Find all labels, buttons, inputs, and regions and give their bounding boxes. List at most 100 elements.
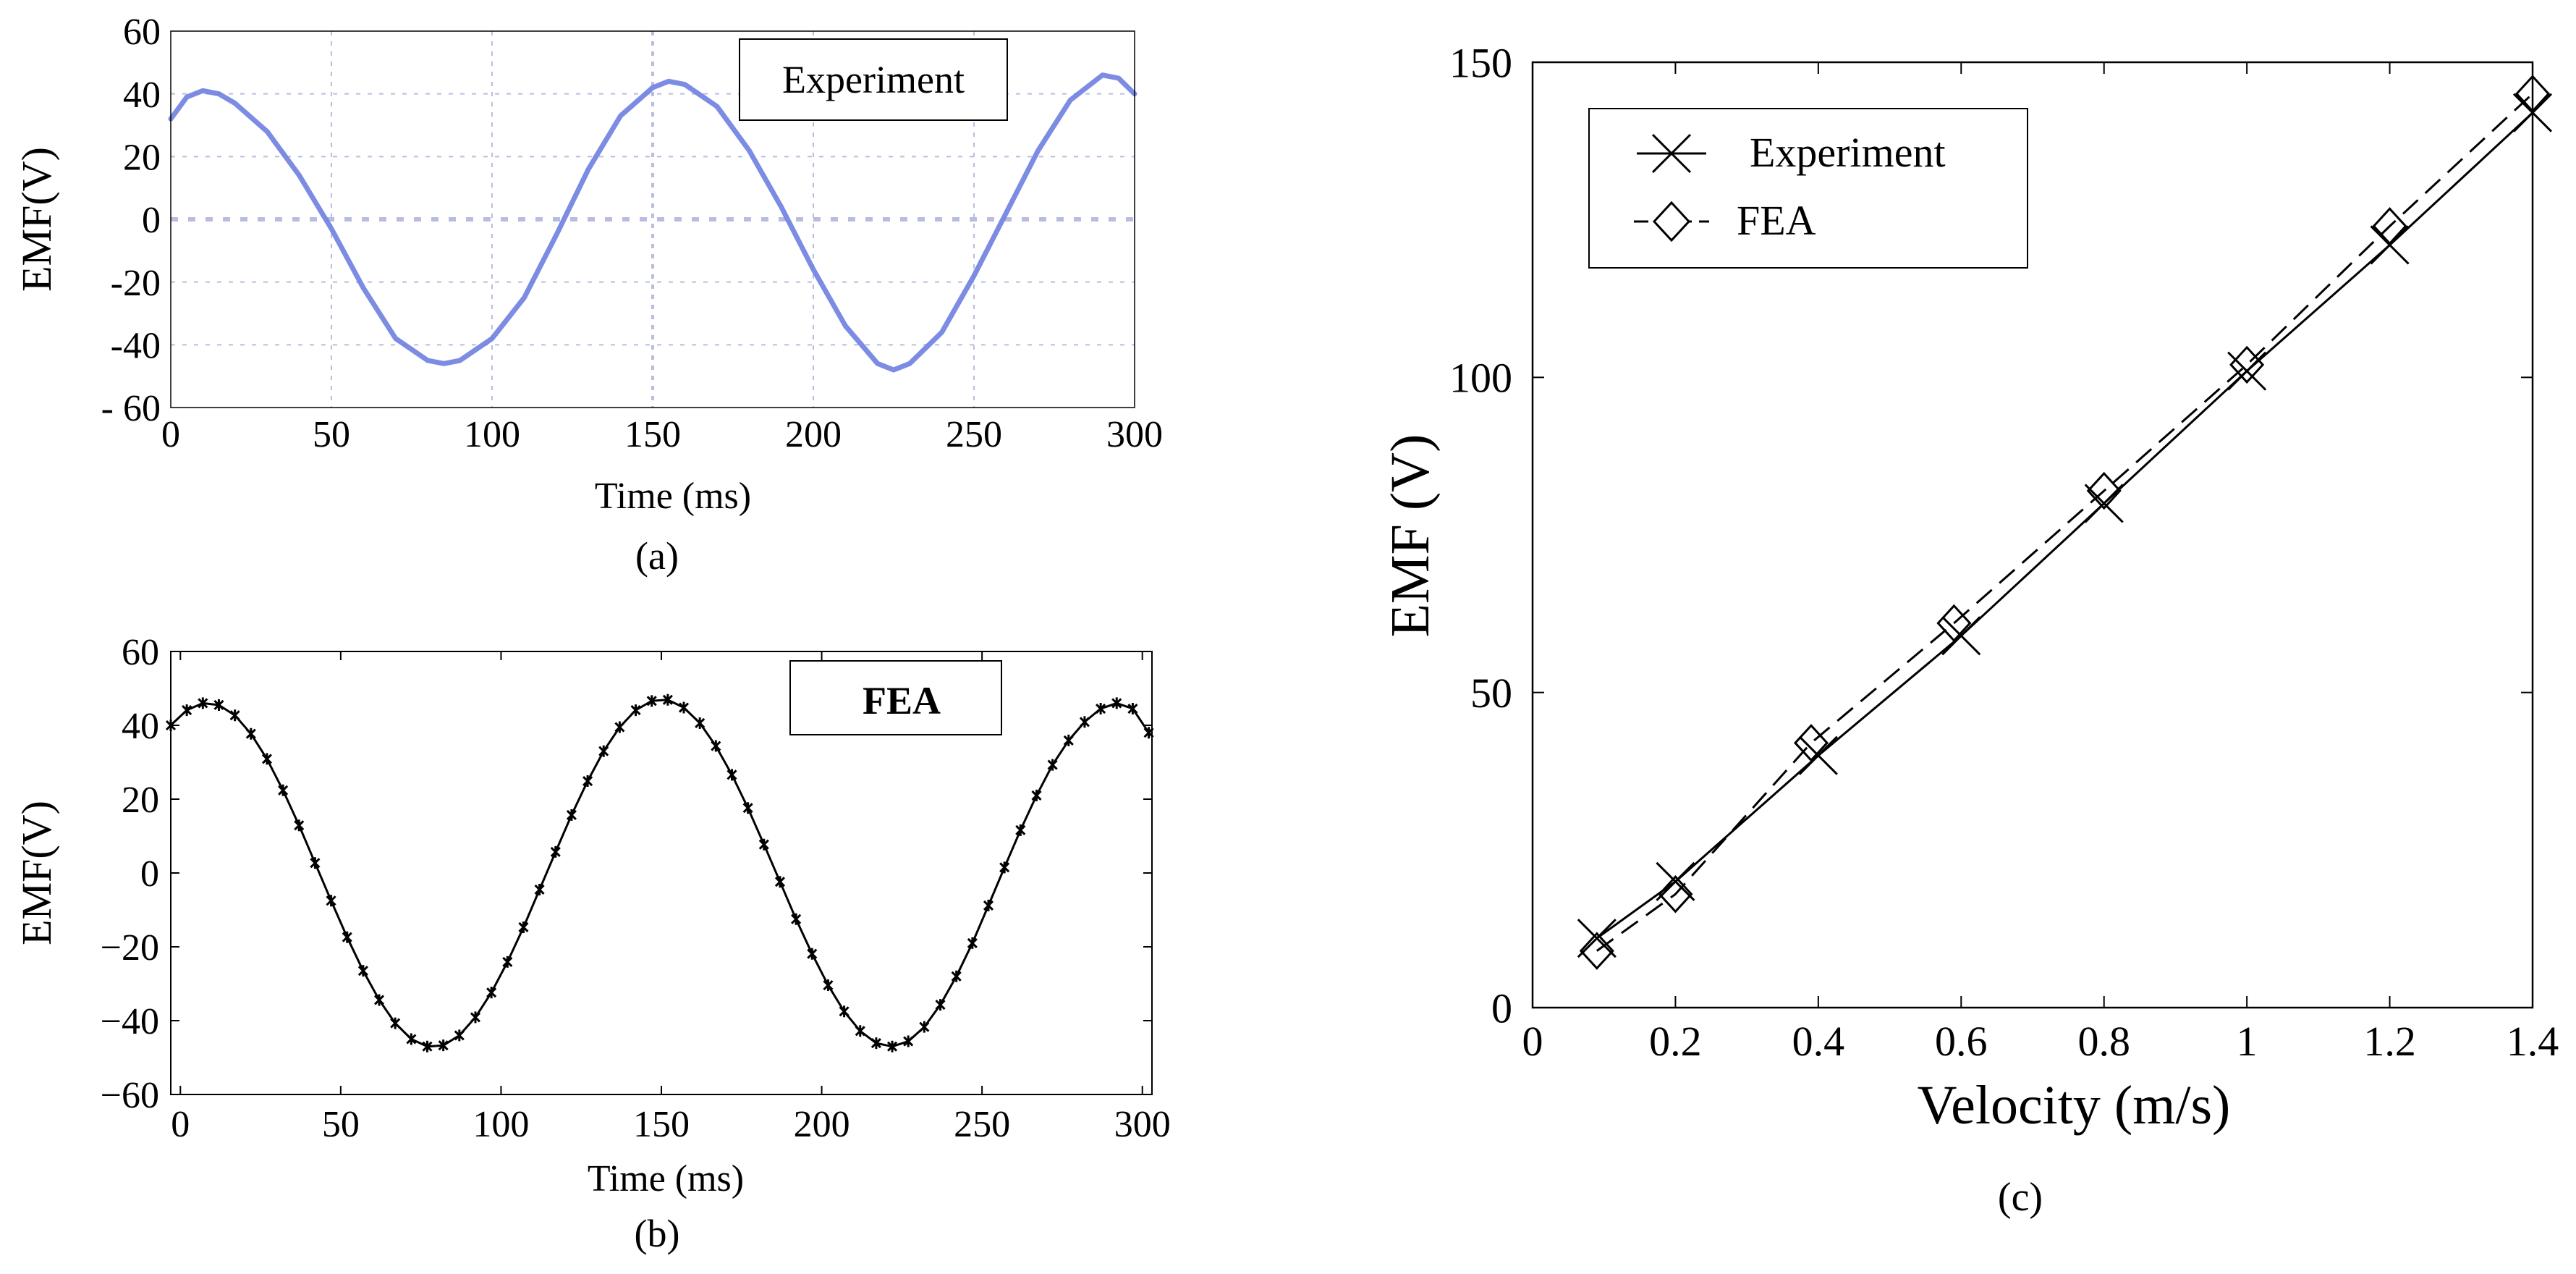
panel-b-y-tick-label: 60 — [122, 632, 159, 673]
panel-b-marker — [678, 701, 690, 714]
panel-c-marker-experiment — [2084, 484, 2124, 523]
panel-c-x-ticks: 0 0.2 0.4 0.6 0.8 1 1.2 1.4 — [1522, 62, 2559, 1065]
panel-b-marker — [422, 1040, 433, 1052]
panel-b-marker — [1031, 789, 1042, 801]
panel-a-x-tick-label: 250 — [946, 414, 1002, 455]
panel-b-y-tick-label: −20 — [101, 927, 159, 969]
panel-c-x-tick-label: 0 — [1522, 1018, 1543, 1065]
panel-b-y-tick-label: −60 — [101, 1075, 159, 1116]
panel-c-marker-experiment — [1656, 861, 1695, 901]
panel-c-x-tick-label: 0.4 — [1792, 1018, 1845, 1065]
panel-b-markers — [165, 693, 1154, 1052]
panel-b-marker — [614, 721, 625, 733]
panel-b-marker — [534, 883, 545, 895]
panel-c-series-fea-line — [1596, 93, 2534, 952]
panel-c-marker-fea — [1658, 875, 1693, 914]
panel-b-marker — [823, 979, 834, 992]
panel-b-y-ticks: 60 40 20 0 −20 −40 −60 — [101, 632, 1152, 1116]
panel-b-marker — [807, 948, 818, 960]
panel-c-y-tick-label: 50 — [1470, 670, 1512, 717]
panel-b-marker — [1063, 734, 1074, 746]
panel-c-x-tick-label: 0.8 — [2077, 1018, 2130, 1065]
panel-c-marker-experiment — [2227, 351, 2267, 391]
panel-b-marker — [406, 1033, 417, 1045]
panel-c-x-tick-label: 0.6 — [1935, 1018, 1988, 1065]
panel-c-y-axis-label: EMF (V) — [1380, 434, 1441, 638]
panel-c-x-axis-label: Velocity (m/s) — [1918, 1075, 2231, 1136]
panel-a-y-tick-label: -40 — [111, 326, 161, 367]
panel-b-marker — [1096, 703, 1106, 715]
panel-b-marker — [1047, 759, 1058, 771]
panel-b-x-tick-label: 300 — [1114, 1104, 1171, 1145]
panel-b-x-tick-label: 0 — [171, 1104, 190, 1145]
panel-a-x-tick-label: 50 — [313, 414, 350, 455]
panel-c-series-experiment-line — [1596, 111, 2534, 940]
panel-b-marker — [758, 838, 769, 851]
panel-b-marker — [711, 740, 721, 752]
panel-c-marker-fea — [1579, 932, 1614, 970]
panel-a-x-axis-label: Time (ms) — [595, 476, 751, 517]
panel-b-x-ticks: 0 50 100 150 200 250 300 — [171, 651, 1171, 1145]
panel-b-y-tick-label: 20 — [122, 780, 159, 821]
panel-b-marker — [582, 775, 593, 788]
panel-b-marker — [662, 693, 673, 706]
panel-b-marker — [855, 1025, 865, 1037]
panel-b-marker — [502, 956, 513, 968]
panel-a-x-tick-label: 150 — [624, 414, 681, 455]
panel-c-marker-experiment — [1941, 616, 1981, 656]
panel-c-marker-experiment — [1577, 919, 1617, 958]
panel-b-y-tick-label: 0 — [140, 853, 159, 895]
panel-b-y-axis-label: EMF(V) — [13, 801, 60, 945]
panel-b-caption: (b) — [635, 1212, 680, 1255]
panel-b-y-tick-label: −40 — [101, 1001, 159, 1042]
panel-b-marker — [213, 699, 224, 711]
panel-b-marker — [983, 899, 994, 911]
panel-b-marker — [1015, 824, 1026, 836]
panel-c-x-tick-label: 1.2 — [2363, 1018, 2416, 1065]
panel-b-marker — [742, 802, 753, 814]
panel-b-marker — [967, 937, 978, 949]
panel-a-x-tick-label: 0 — [161, 414, 180, 455]
panel-b-marker — [870, 1037, 881, 1050]
panel-a-frame — [170, 30, 1135, 408]
panel-b-marker — [342, 931, 352, 943]
panel-c-marker-fea — [2229, 345, 2265, 384]
panel-c-y-tick-label: 0 — [1491, 984, 1512, 1032]
panel-b-marker — [229, 709, 240, 722]
panel-b-marker — [182, 704, 192, 717]
panel-b-marker — [261, 753, 273, 765]
panel-a-legend-box — [739, 38, 1008, 121]
panel-b-x-tick-label: 200 — [794, 1104, 850, 1145]
panel-b-legend: FEA — [789, 660, 1002, 735]
panel-c-legend-experiment-symbol — [1637, 133, 1706, 174]
panel-b-marker — [774, 876, 786, 888]
panel-a-y-axis-label: EMF(V) — [13, 147, 60, 292]
panel-c-legend-fea-symbol — [1634, 201, 1709, 242]
panel-c-marker-fea — [1793, 724, 1829, 762]
panel-b-marker — [695, 717, 706, 729]
panel-c-legend-fea-label: FEA — [1737, 197, 1816, 244]
panel-b-x-tick-label: 100 — [473, 1104, 529, 1145]
panel-b-y-tick-label: 40 — [122, 706, 159, 747]
panel-a-y-tick-label: -20 — [111, 263, 161, 304]
panel-b-marker — [646, 695, 657, 707]
panel-a-x-tick-label: 100 — [464, 414, 520, 455]
panel-b-marker — [438, 1039, 449, 1052]
panel-c-frame — [1531, 61, 2534, 1009]
panel-c-legend-experiment-label: Experiment — [1750, 129, 1946, 176]
panel-a-y-tick-label: 20 — [123, 138, 161, 179]
panel-c-y-tick-label: 100 — [1449, 355, 1512, 402]
panel-b-series-fea — [169, 699, 1150, 1048]
panel-b-marker — [278, 784, 289, 796]
panel-b-marker — [245, 727, 256, 740]
panel-b-marker — [390, 1017, 401, 1029]
panel-c-legend-box — [1588, 108, 2028, 269]
panel-b-marker — [935, 999, 946, 1011]
panel-a-legend-label: Experiment — [782, 58, 965, 101]
panel-c-marker-experiment — [1798, 735, 1838, 775]
panel-b-marker — [550, 845, 561, 858]
panel-b-marker — [903, 1035, 914, 1047]
panel-b-marker — [951, 970, 962, 982]
panel-b-marker — [999, 861, 1010, 874]
